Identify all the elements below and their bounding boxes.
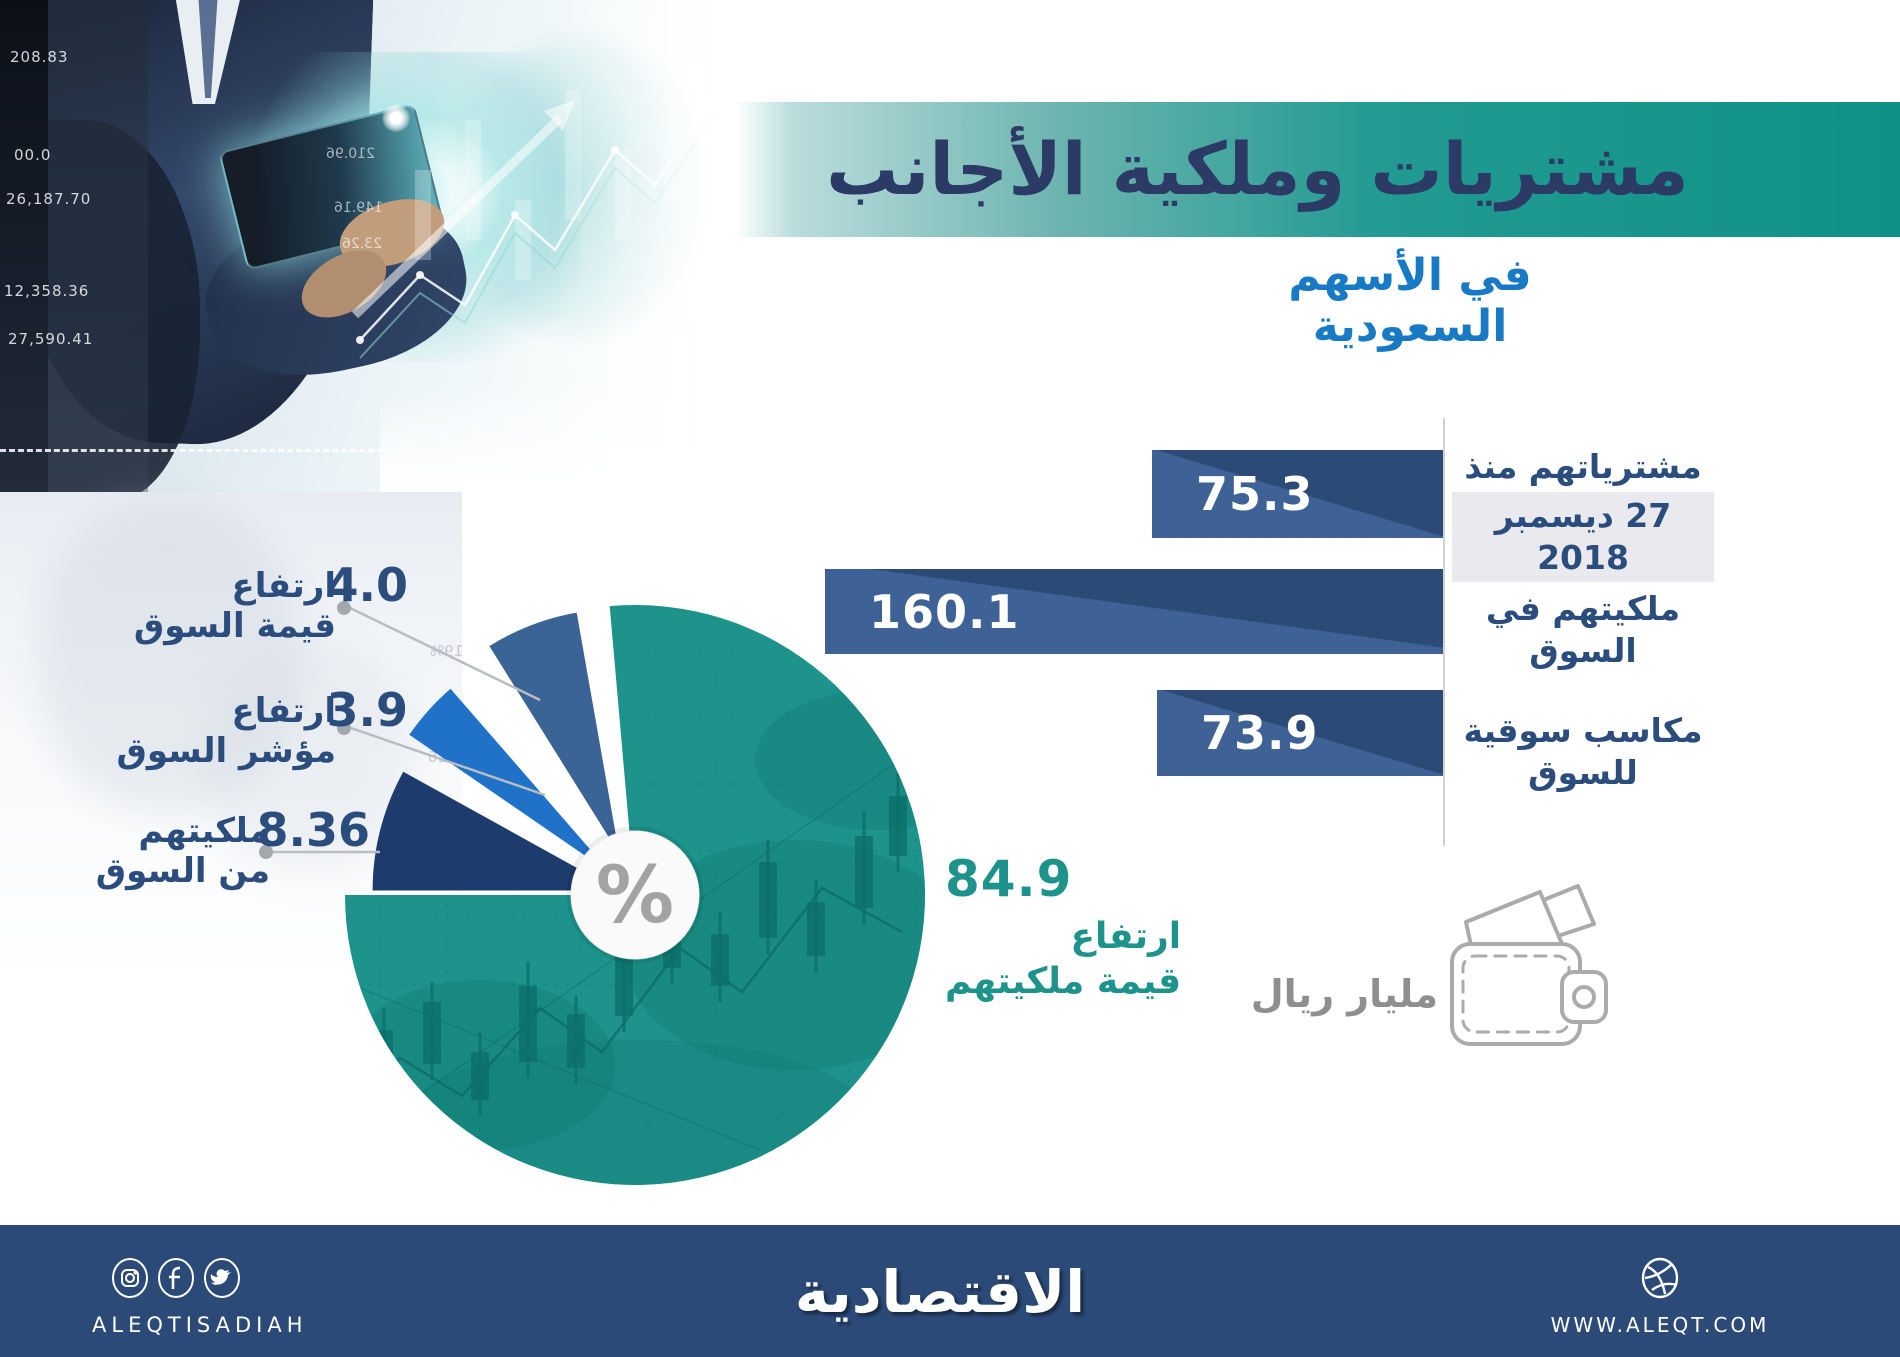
pie-value: 4.0 xyxy=(326,558,409,612)
pie-label-ownership-share: 8.36 ملكيتهم من السوق xyxy=(96,803,371,893)
pie-hub-shadow xyxy=(566,826,704,964)
bar-label-ownership: ملكيتهم في السوق xyxy=(1485,589,1681,670)
pie-label-word: ارتفاع xyxy=(231,691,336,731)
bar-purchases: 75.3 xyxy=(1152,450,1444,538)
title-banner: مشتريات وملكية الأجانب xyxy=(735,102,1900,237)
ticker-number: 27,590.41 xyxy=(8,330,94,348)
stock-ticker-panel-2 xyxy=(48,0,148,492)
page-subtitle: في الأسهم السعودية xyxy=(1288,250,1532,352)
pie-label-index-rise: 3.9 ارتفاع مؤشر السوق xyxy=(116,683,409,773)
date-highlight: 27 ديسمبر 2018 xyxy=(1452,492,1714,582)
bar-label-purchases: مشترياتهم منذ 27 ديسمبر 2018 xyxy=(1452,446,1714,582)
ticker-number: 00.0 xyxy=(14,146,52,164)
website-url: WWW.ALEQT.COM xyxy=(1550,1313,1770,1337)
facebook-icon xyxy=(158,1258,194,1298)
pie-label-word: ارتفاع xyxy=(231,566,336,606)
globe-icon xyxy=(1641,1257,1679,1299)
pie-label-ownership-value-rise: 84.9 ارتفاع قيمة ملكيتهم xyxy=(945,850,1181,1002)
pie-label-word: ملكيتهم xyxy=(138,811,270,851)
chart-axis-line xyxy=(1443,418,1445,846)
ghost-number: 210 16 xyxy=(424,810,477,828)
bar-label-market-gains: مكاسب سوقية للسوق xyxy=(1463,711,1703,792)
bar-value: 73.9 xyxy=(1201,706,1319,760)
bar-ownership: 160.1 xyxy=(825,569,1444,654)
bar-value: 160.1 xyxy=(869,584,1020,639)
pie-label-word: ارتفاع xyxy=(1070,916,1182,957)
ghost-number: 149 16 xyxy=(428,748,481,766)
percent-symbol: % xyxy=(596,851,674,941)
pie-label-rest: قيمة السوق xyxy=(133,606,336,646)
pie-value: 84.9 xyxy=(945,850,1073,908)
page-title: مشتريات وملكية الأجانب xyxy=(826,127,1689,211)
ticker-dashed-line xyxy=(0,449,410,452)
ghost-shape xyxy=(40,502,300,812)
pie-label-rest: من السوق xyxy=(95,851,270,891)
ticker-number: 12,358.36 xyxy=(4,282,90,300)
instagram-icon xyxy=(112,1258,148,1298)
ticker-number: 26,187.70 xyxy=(6,190,92,208)
stock-ticker-panel xyxy=(0,0,48,492)
pie-label-rest: قيمة ملكيتهم xyxy=(945,961,1182,1002)
bar-value: 75.3 xyxy=(1196,467,1314,521)
twitter-icon xyxy=(204,1258,240,1298)
growth-arrow-icon xyxy=(351,114,564,319)
pie-center-hub xyxy=(570,830,700,960)
pie-label-rest: مؤشر السوق xyxy=(116,731,336,771)
social-icons xyxy=(112,1258,240,1298)
wallet-icon xyxy=(1450,884,1608,1046)
ticker-number: 208.83 xyxy=(10,48,69,66)
social-handle: ALEQTISADIAH xyxy=(92,1313,308,1337)
pie-slice-market-value-rise xyxy=(489,612,620,854)
footer-bar xyxy=(0,1225,1900,1357)
lens-flare xyxy=(382,104,410,132)
bar-market-gains: 73.9 xyxy=(1157,690,1444,776)
ghost-number: 19% xyxy=(430,642,464,660)
pie-value: 8.36 xyxy=(256,803,371,857)
bar-label-text: مشترياتهم منذ xyxy=(1464,447,1702,486)
hero-photo: 208.83 00.0 26,187.70 12,358.36 27,590.4… xyxy=(0,0,745,492)
brand-logo: الاقتصادية xyxy=(794,1258,1086,1326)
unit-label: مليار ريال xyxy=(1250,972,1438,1016)
photo-fade-bottom xyxy=(380,388,745,492)
pie-value: 3.9 xyxy=(326,683,409,737)
pie-label-market-value-rise: 4.0 ارتفاع قيمة السوق xyxy=(134,558,409,648)
